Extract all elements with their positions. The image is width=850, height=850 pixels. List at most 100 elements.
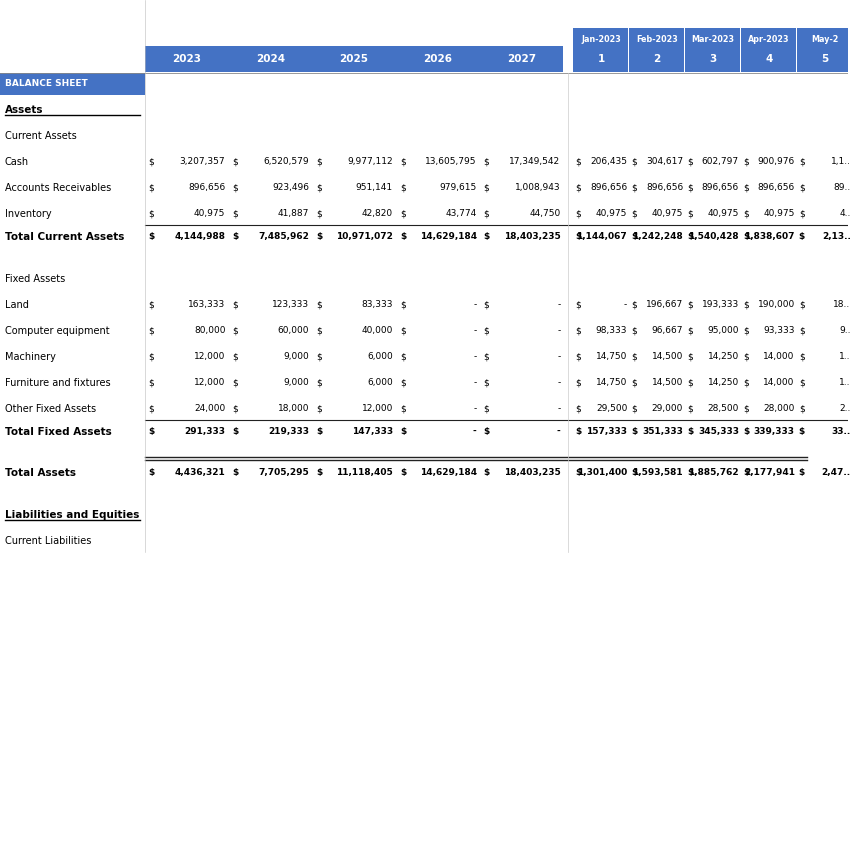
Bar xyxy=(796,28,850,50)
Text: 10,971,072: 10,971,072 xyxy=(336,232,393,241)
Text: 42,820: 42,820 xyxy=(362,209,393,218)
Text: Inventory: Inventory xyxy=(5,208,52,218)
Text: $: $ xyxy=(799,157,805,166)
Text: 2024: 2024 xyxy=(256,54,285,64)
Text: $: $ xyxy=(400,468,406,477)
Text: $: $ xyxy=(400,300,405,309)
Text: $: $ xyxy=(632,157,637,166)
Text: 40,975: 40,975 xyxy=(652,209,683,218)
Text: 190,000: 190,000 xyxy=(757,300,795,309)
Text: 9,000: 9,000 xyxy=(283,352,309,361)
Text: $: $ xyxy=(149,326,155,335)
Text: $: $ xyxy=(484,209,490,218)
Text: Mar-2023: Mar-2023 xyxy=(692,35,734,43)
Bar xyxy=(629,46,684,72)
Text: $: $ xyxy=(575,209,581,218)
Text: $: $ xyxy=(575,326,581,335)
Bar xyxy=(685,28,740,50)
Text: 291,333: 291,333 xyxy=(184,427,225,436)
Text: Current Liabilities: Current Liabilities xyxy=(5,536,91,546)
Text: $: $ xyxy=(316,468,322,477)
Text: $: $ xyxy=(799,183,805,192)
Text: $: $ xyxy=(232,183,238,192)
Text: 28,000: 28,000 xyxy=(763,404,795,413)
Text: $: $ xyxy=(687,404,693,413)
Text: $: $ xyxy=(232,300,238,309)
Text: 43,774: 43,774 xyxy=(445,209,477,218)
Text: 900,976: 900,976 xyxy=(757,157,795,166)
Text: $: $ xyxy=(575,183,581,192)
Text: 9,977,112: 9,977,112 xyxy=(348,157,393,166)
Text: 2025: 2025 xyxy=(339,54,369,64)
Text: 18..: 18.. xyxy=(833,300,850,309)
Text: Total Assets: Total Assets xyxy=(5,468,76,478)
Text: 7,485,962: 7,485,962 xyxy=(258,232,309,241)
Text: 18,000: 18,000 xyxy=(278,404,309,413)
Text: $: $ xyxy=(316,157,322,166)
Text: 14,000: 14,000 xyxy=(763,352,795,361)
Text: $: $ xyxy=(484,404,490,413)
Text: $: $ xyxy=(484,300,490,309)
Text: $: $ xyxy=(149,232,155,241)
Text: 98,333: 98,333 xyxy=(596,326,627,335)
Text: 29,500: 29,500 xyxy=(596,404,627,413)
Text: 1,838,607: 1,838,607 xyxy=(745,232,795,241)
Text: Machinery: Machinery xyxy=(5,352,56,361)
Text: 157,333: 157,333 xyxy=(586,427,627,436)
Text: 1,144,067: 1,144,067 xyxy=(576,232,627,241)
Text: $: $ xyxy=(232,209,238,218)
Text: $: $ xyxy=(232,378,238,387)
Text: 1: 1 xyxy=(598,54,605,64)
Text: 4,436,321: 4,436,321 xyxy=(174,468,225,477)
Text: -: - xyxy=(558,326,560,335)
Text: $: $ xyxy=(484,326,490,335)
Bar xyxy=(144,46,564,72)
Text: 896,656: 896,656 xyxy=(757,183,795,192)
Text: $: $ xyxy=(232,157,238,166)
Text: $: $ xyxy=(632,404,637,413)
Text: 196,667: 196,667 xyxy=(646,300,683,309)
Text: 6,520,579: 6,520,579 xyxy=(264,157,309,166)
Text: $: $ xyxy=(484,468,490,477)
Text: $: $ xyxy=(799,232,805,241)
Text: 41,887: 41,887 xyxy=(278,209,309,218)
Text: 14,750: 14,750 xyxy=(596,352,627,361)
Text: 14,500: 14,500 xyxy=(652,378,683,387)
Text: 14,500: 14,500 xyxy=(652,352,683,361)
Text: $: $ xyxy=(575,232,581,241)
Text: 18,403,235: 18,403,235 xyxy=(504,232,560,241)
Text: 2,13..: 2,13.. xyxy=(822,232,850,241)
Text: 14,750: 14,750 xyxy=(596,378,627,387)
Text: 2023: 2023 xyxy=(172,54,201,64)
Text: $: $ xyxy=(575,378,581,387)
Text: Land: Land xyxy=(5,299,29,309)
Text: 1,540,428: 1,540,428 xyxy=(688,232,739,241)
Bar xyxy=(574,46,628,72)
Text: $: $ xyxy=(799,427,805,436)
Text: 40,975: 40,975 xyxy=(763,209,795,218)
Bar xyxy=(741,46,796,72)
Text: $: $ xyxy=(687,326,693,335)
Text: $: $ xyxy=(232,352,238,361)
Text: $: $ xyxy=(316,300,322,309)
Text: -: - xyxy=(624,300,627,309)
Text: 219,333: 219,333 xyxy=(268,427,309,436)
Text: 123,333: 123,333 xyxy=(272,300,309,309)
Text: $: $ xyxy=(232,404,238,413)
Text: 206,435: 206,435 xyxy=(590,157,627,166)
Text: 896,656: 896,656 xyxy=(590,183,627,192)
Text: -: - xyxy=(473,300,477,309)
Text: $: $ xyxy=(687,468,694,477)
Bar xyxy=(0,72,144,94)
Text: 979,615: 979,615 xyxy=(439,183,477,192)
Text: $: $ xyxy=(149,209,155,218)
Text: $: $ xyxy=(687,209,693,218)
Text: 304,617: 304,617 xyxy=(646,157,683,166)
Text: -: - xyxy=(473,326,477,335)
Text: $: $ xyxy=(149,300,155,309)
Text: $: $ xyxy=(687,352,693,361)
Text: $: $ xyxy=(316,427,322,436)
Text: $: $ xyxy=(575,404,581,413)
Text: Current Assets: Current Assets xyxy=(5,131,76,140)
Text: $: $ xyxy=(632,209,637,218)
